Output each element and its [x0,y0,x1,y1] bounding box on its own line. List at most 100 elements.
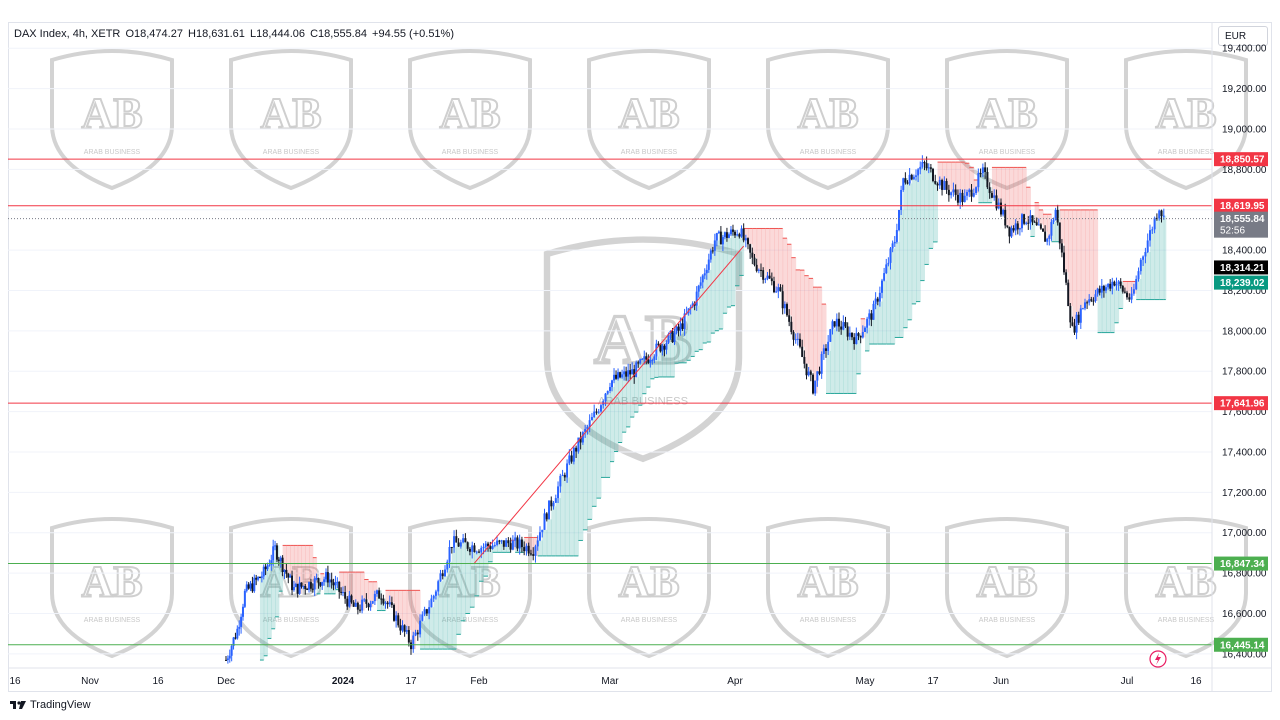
y-tick-label: 17,600.00 [1222,407,1267,418]
cloud-segment [263,566,269,656]
candle-body [1142,256,1145,260]
candle-body [545,513,548,520]
candle-body [568,455,571,464]
cloud-segment [865,327,870,351]
candle-body [1098,288,1101,293]
candle-body [543,513,546,530]
candle-body [707,259,710,270]
cloud-segment [690,307,696,357]
footer[interactable]: TradingView [10,699,91,711]
cloud-segment [1051,221,1057,242]
cloud-segment [894,241,900,338]
cloud-segment [890,248,896,345]
candle-body [234,637,237,639]
candle-body [925,163,928,169]
candle-body [609,387,611,391]
candle-body [990,193,993,198]
candle-body [487,543,490,547]
candle-body [523,547,526,552]
candle-body [1077,314,1080,323]
watermark-shield [50,49,174,191]
price-marker-label: 18,314.21 [1220,263,1265,274]
candle-body [641,358,644,360]
candle-body [906,182,909,184]
cloud-segment [706,269,712,343]
symbol-name[interactable]: DAX Index, 4h, XETR [14,28,121,40]
candle-body [794,339,797,341]
cloud-segment [1150,230,1156,300]
candle-body [365,599,368,604]
x-tick-label: Jun [993,676,1009,687]
candle-body [740,228,743,237]
cloud-segment [769,228,775,279]
chart-frame[interactable] [8,22,1272,692]
watermark-shield [543,236,743,463]
cloud-segment [847,336,853,394]
candle-body [232,637,235,647]
candle-body [711,250,714,252]
cloud-segment [415,590,421,633]
cloud-segment [582,432,588,530]
cloud-segment [320,573,325,586]
candle-body [723,232,726,238]
candle-body [346,598,349,607]
cloud-segment [1127,281,1133,298]
cloud-segment [642,358,647,394]
cloud-segment [761,228,766,271]
y-tick-label: 19,200.00 [1222,84,1267,95]
cloud-segment [343,572,348,593]
candle-body [956,194,959,203]
cloud-segment [817,287,823,372]
cloud-segment [1085,209,1090,303]
candle-body [541,529,544,533]
candle-body [434,591,437,596]
candle-body [1121,285,1124,292]
candle-body [902,178,905,190]
x-tick-label: Jul [1121,676,1134,687]
candle-body [401,625,404,631]
cloud-segment [1005,167,1010,226]
candle-body [326,572,329,583]
candle-body [846,326,849,337]
cloud-segment [969,167,975,190]
cloud-segment [694,305,700,352]
candle-body [984,167,987,172]
candle-body [727,234,730,238]
candle-body [1002,209,1005,215]
countdown-label: 52:56 [1220,226,1245,237]
candle-body [952,189,955,193]
cloud-segment [778,228,784,288]
cloud-segment [1064,209,1069,273]
candle-body [1039,224,1042,229]
candle-body [399,625,402,631]
candle-body [348,595,351,607]
watermark-tile: AB ARAB BUSINESS [945,517,1069,659]
currency-button[interactable]: EUR [1218,26,1268,46]
cloud-segment [937,162,943,186]
candle-body [866,318,869,328]
candle-body [1006,225,1009,227]
candle-body [482,546,485,548]
candle-body [455,536,458,543]
watermark-tile: AB ARAB BUSINESS [50,517,174,659]
candle-body [350,595,353,603]
candle-body [673,333,676,343]
candle-body [908,174,911,184]
candle-body [468,548,471,552]
candle-body [332,582,335,586]
cloud-segment [442,576,448,650]
candle-body [1126,292,1128,298]
candle-body [945,181,948,190]
candle-body [995,195,998,209]
lightning-icon[interactable] [1149,650,1167,668]
candle-body [715,233,718,241]
candle-body [238,626,241,629]
cloud-segment [578,437,584,541]
x-axis[interactable]: 16 Nov 16 Dec 2024 17 Feb Mar Apr May 17 Jun Jul 16 [8,667,1272,687]
trendline-layer[interactable] [474,245,745,564]
y-tick-label: 17,000.00 [1222,528,1267,539]
candle-body [255,577,258,580]
candle-body [657,343,660,345]
y-axis[interactable]: 19,400.00 19,200.00 19,000.00 18,800.00 18,6… [1211,22,1267,692]
